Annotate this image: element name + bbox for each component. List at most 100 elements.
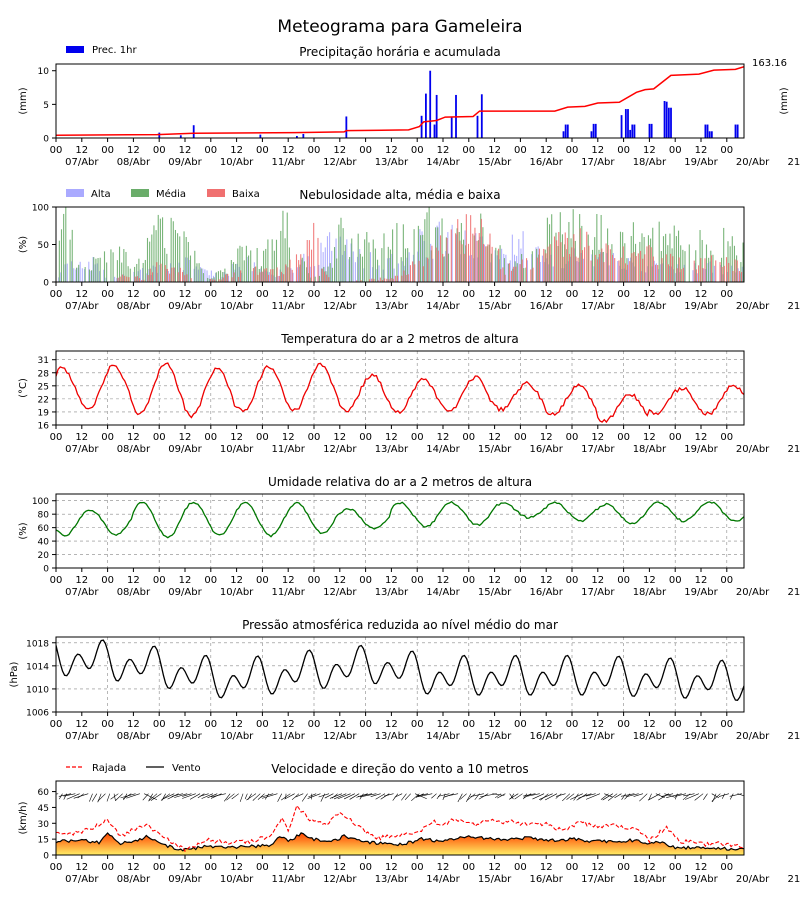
cloud-bar-alta bbox=[281, 273, 283, 282]
cloud-bar-alta bbox=[468, 255, 470, 282]
cloud-bar-mdia bbox=[164, 248, 166, 282]
y-tick-label: 1010 bbox=[26, 685, 49, 695]
x-tick-label: 12 bbox=[385, 145, 398, 156]
cloud-bar-baixa bbox=[728, 262, 730, 282]
x-date-label: 12/Abr bbox=[323, 731, 357, 742]
x-date-label: 14/Abr bbox=[426, 587, 460, 598]
y-axis-label: (°C) bbox=[18, 378, 29, 398]
wind-direction-arrow bbox=[555, 793, 566, 797]
cloud-bar-baixa bbox=[532, 267, 534, 282]
cloud-bar-alta bbox=[292, 272, 294, 282]
cloud-bar-baixa bbox=[222, 277, 224, 282]
x-tick-label: 12 bbox=[385, 719, 398, 730]
cloud-bar-baixa bbox=[237, 276, 239, 282]
cloud-bar-mdia bbox=[551, 214, 553, 282]
x-tick-label: 00 bbox=[50, 575, 63, 586]
cloud-bar-baixa bbox=[289, 259, 291, 282]
cloud-bar-alta bbox=[363, 268, 365, 282]
x-tick-label: 12 bbox=[230, 575, 243, 586]
cloud-bar-alta bbox=[662, 263, 664, 282]
x-tick-label: 12 bbox=[179, 145, 192, 156]
wind-direction-arrow bbox=[621, 793, 626, 800]
y-tick-label: 60 bbox=[38, 788, 50, 798]
cloud-bar-mdia bbox=[364, 239, 366, 282]
wind-direction-arrow bbox=[182, 793, 196, 799]
cloud-bar-alta bbox=[617, 261, 619, 282]
y-tick-label: 28 bbox=[38, 369, 50, 379]
cloud-bar-baixa bbox=[521, 259, 523, 282]
cloud-bar-alta bbox=[694, 263, 696, 282]
cloud-bar-alta bbox=[350, 243, 352, 282]
cloud-bar-mdia bbox=[624, 243, 626, 282]
cloud-bar-baixa bbox=[298, 260, 300, 282]
x-tick-label: 00 bbox=[308, 289, 321, 300]
wind-direction-arrow bbox=[223, 793, 231, 802]
cloud-bar-mdia bbox=[512, 268, 514, 282]
x-tick-label: 12 bbox=[282, 145, 295, 156]
cloud-bar-alta bbox=[675, 273, 677, 282]
cloud-bar-alta bbox=[627, 258, 629, 282]
wind-direction-arrow bbox=[445, 793, 459, 797]
wind-direction-arrow bbox=[562, 793, 571, 802]
wind-direction-arrow bbox=[174, 793, 188, 798]
wind-direction-arrow bbox=[324, 793, 334, 799]
cloud-bar-alta bbox=[423, 240, 425, 282]
cloud-bar-mdia bbox=[731, 236, 733, 282]
cloud-bar-mdia bbox=[710, 250, 712, 282]
x-tick-label: 12 bbox=[591, 575, 604, 586]
cloud-bar-mdia bbox=[639, 241, 641, 282]
cloud-bar-mdia bbox=[445, 237, 447, 282]
x-date-label: 18/Abr bbox=[633, 874, 667, 885]
cloud-bar-baixa bbox=[588, 245, 590, 282]
cloud-bar-alta bbox=[135, 276, 137, 282]
x-tick-label: 12 bbox=[230, 145, 243, 156]
wind-direction-arrow bbox=[620, 793, 635, 797]
cloud-bar-baixa bbox=[442, 253, 444, 282]
x-tick-label: 00 bbox=[462, 862, 475, 873]
cloud-bar-mdia bbox=[359, 253, 361, 282]
cloud-bar-baixa bbox=[457, 219, 459, 282]
cloud-bar-mdia bbox=[88, 269, 90, 282]
x-date-label: 12/Abr bbox=[323, 874, 357, 885]
cloud-bar-mdia bbox=[243, 260, 245, 282]
y-tick-label: 31 bbox=[38, 356, 49, 366]
cloud-bar-baixa bbox=[384, 278, 386, 282]
cloud-bar-alta bbox=[154, 266, 156, 282]
cloud-bar-mdia bbox=[138, 258, 140, 282]
cloud-bar-alta bbox=[483, 244, 485, 282]
cloud-bar-alta bbox=[88, 261, 90, 282]
cloud-bar-baixa bbox=[461, 244, 463, 282]
cloud-bar-mdia bbox=[351, 238, 353, 282]
cloud-bar-baixa bbox=[317, 237, 319, 282]
cloud-bar-alta bbox=[520, 248, 522, 282]
cloud-bar-mdia bbox=[314, 276, 316, 282]
cloud-bar-mdia bbox=[495, 247, 497, 282]
x-tick-label: 12 bbox=[333, 289, 346, 300]
cloud-bar-alta bbox=[630, 257, 632, 282]
x-tick-label: 00 bbox=[101, 575, 114, 586]
cloud-bar-alta bbox=[90, 270, 92, 282]
precip-bar bbox=[179, 135, 182, 138]
cloud-bar-alta bbox=[150, 274, 152, 282]
wind-direction-arrow bbox=[320, 793, 326, 802]
cloud-bar-mdia bbox=[389, 249, 391, 282]
axes-frame bbox=[55, 493, 745, 569]
cloud-bar-mdia bbox=[671, 248, 673, 282]
legend-swatch-0 bbox=[66, 189, 84, 197]
x-tick-label: 12 bbox=[230, 862, 243, 873]
cloud-bar-alta bbox=[212, 275, 215, 282]
x-tick-label: 00 bbox=[462, 432, 475, 443]
cloud-bar-mdia bbox=[127, 266, 129, 282]
cloud-bar-alta bbox=[496, 255, 498, 282]
x-date-label: 19/Abr bbox=[684, 301, 718, 312]
x-tick-label: 12 bbox=[695, 145, 708, 156]
cloud-bar-baixa bbox=[721, 266, 723, 282]
cloud-bar-alta bbox=[286, 265, 288, 282]
cloud-bar-mdia bbox=[146, 237, 149, 282]
cloud-bar-mdia bbox=[275, 239, 278, 282]
x-tick-label: 00 bbox=[669, 862, 682, 873]
x-date-label: 14/Abr bbox=[426, 731, 460, 742]
y-axis-label: (km/h) bbox=[18, 801, 29, 834]
x-date-label: 12/Abr bbox=[323, 157, 357, 168]
cloud-bar-alta bbox=[60, 272, 62, 282]
